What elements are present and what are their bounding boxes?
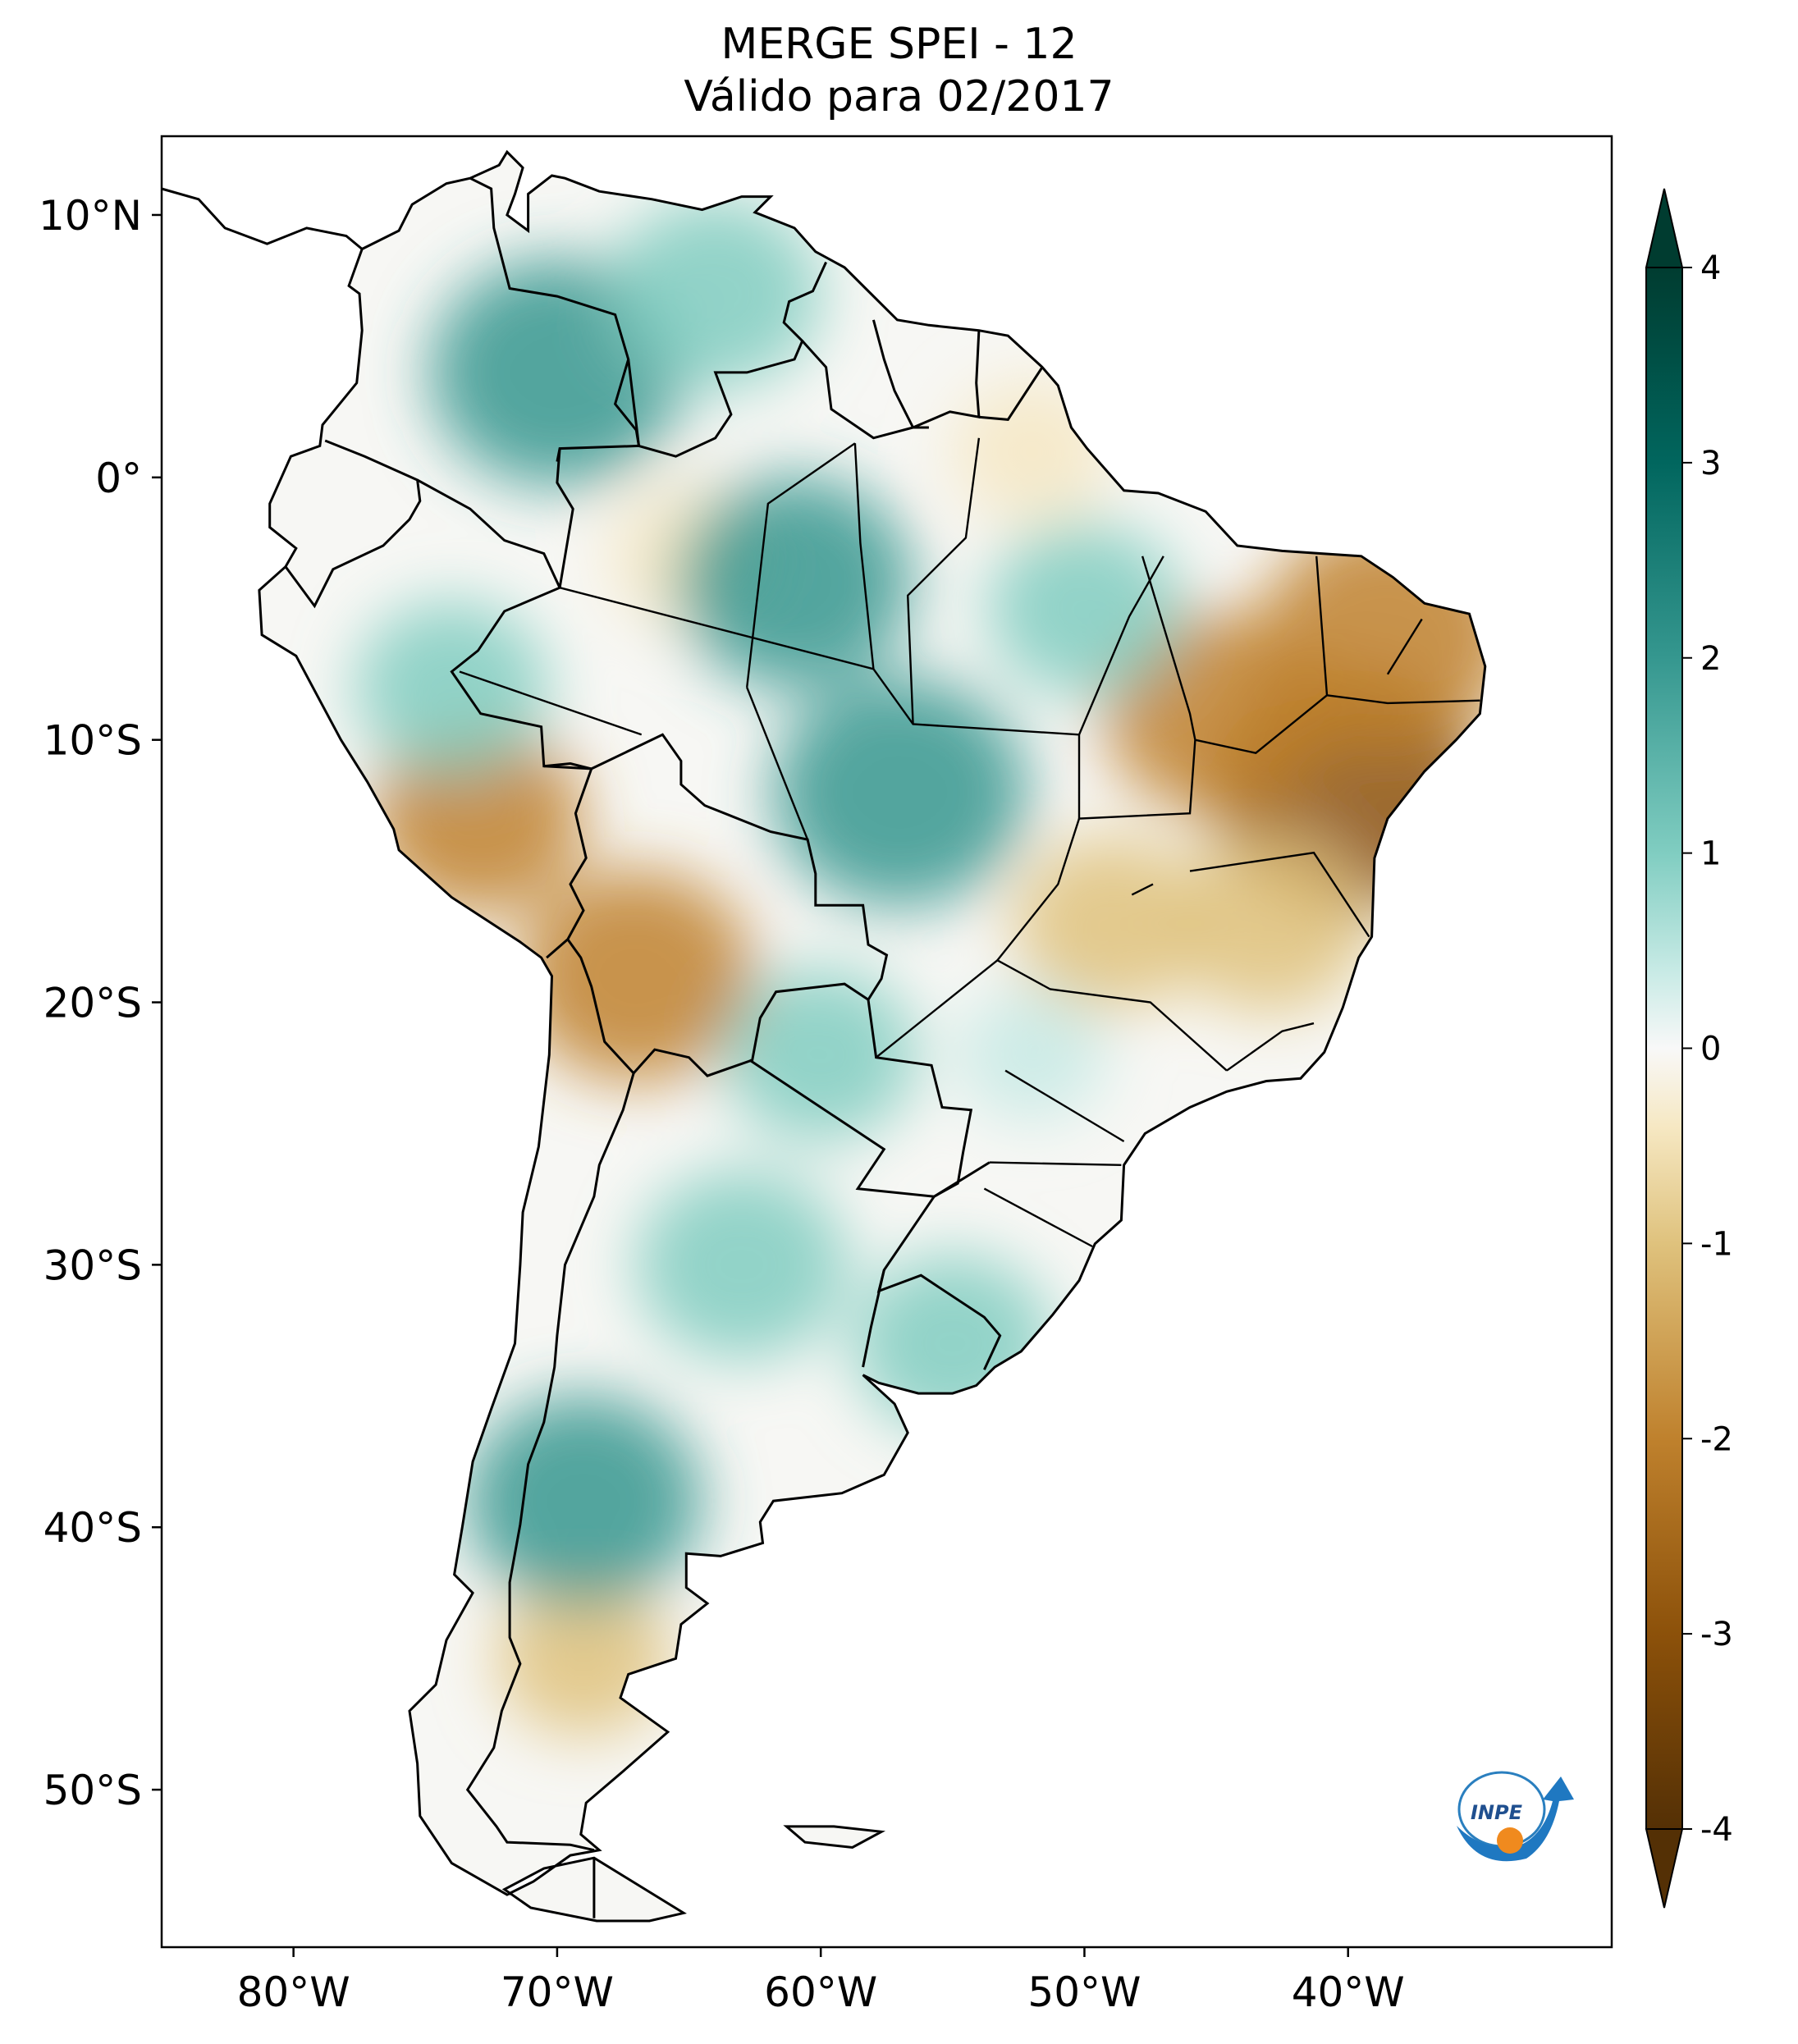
state-border <box>459 670 643 736</box>
lat-tick-label: 30°S <box>43 1241 142 1289</box>
spei-cell <box>518 870 754 1082</box>
spei-cell <box>465 1395 702 1607</box>
border-line <box>469 176 640 446</box>
state-border <box>746 442 856 688</box>
latitude-axis: 10°N 0° 10°S 20°S 30°S 40°S 50°S <box>39 192 162 1814</box>
coastline <box>161 149 1487 1923</box>
state-border <box>1004 1069 1125 1143</box>
spei-cell <box>853 1254 1052 1434</box>
state-border <box>995 818 1228 1072</box>
state-border <box>989 1161 1122 1166</box>
svg-text:INPE: INPE <box>1471 1801 1523 1824</box>
spei-cell <box>676 476 913 688</box>
lat-tick-label: 10°N <box>39 192 142 240</box>
spei-cell <box>373 724 583 914</box>
spei-cell <box>1169 834 1369 1013</box>
border-line <box>556 444 639 462</box>
state-border <box>1131 883 1154 896</box>
border-line <box>450 448 593 959</box>
border-line <box>566 938 869 1077</box>
state-border <box>1386 618 1423 675</box>
spei-cell <box>988 522 1181 696</box>
lon-tick-label: 40°W <box>1292 1969 1405 2016</box>
state-border <box>983 1187 1093 1248</box>
state-border <box>746 687 809 840</box>
border-line <box>978 366 1044 421</box>
border-line <box>801 319 915 440</box>
state-border <box>1077 556 1164 735</box>
border-line <box>627 261 827 458</box>
map-plot-area <box>160 135 1613 1949</box>
political-borders <box>284 176 1480 1918</box>
border-line <box>543 733 889 1001</box>
lat-tick-label: 0° <box>95 455 142 502</box>
state-border <box>875 959 999 1059</box>
spei-cell <box>355 601 548 774</box>
lon-tick-label: 80°W <box>237 1969 350 2016</box>
state-border <box>1141 556 1196 740</box>
border-line <box>465 1072 635 1852</box>
spei-cell <box>957 988 1106 1122</box>
map-subtitle: Válido para 02/2017 <box>684 72 1114 121</box>
state-border <box>559 587 1080 736</box>
lon-tick-label: 60°W <box>764 1969 877 2016</box>
border-line <box>862 1269 885 1368</box>
spei-cell <box>610 199 821 389</box>
border-line <box>876 1161 1002 1370</box>
state-border <box>1226 1022 1315 1072</box>
map-title: MERGE SPEI - 12 <box>721 20 1077 69</box>
state-border <box>1195 556 1329 754</box>
spei-cell <box>1014 837 1207 1010</box>
border-line <box>748 999 973 1198</box>
spei-cell <box>772 678 1027 908</box>
map-frame <box>160 135 1613 1949</box>
spei-cell <box>636 1169 848 1360</box>
state-border <box>906 437 981 725</box>
inpe-logo: INPE <box>1457 1771 1574 1862</box>
state-border <box>1077 734 1196 820</box>
lon-tick-label: 50°W <box>1027 1969 1141 2016</box>
lat-tick-label: 50°S <box>43 1767 142 1814</box>
lon-tick-label: 70°W <box>501 1969 614 2016</box>
lat-tick-label: 40°S <box>43 1504 142 1552</box>
border-line <box>284 439 422 609</box>
spei-cell <box>1105 613 1329 815</box>
border-line <box>416 478 561 588</box>
longitude-axis: 80°W 70°W 60°W 50°W 40°W <box>237 1947 1405 2016</box>
state-border <box>853 443 875 670</box>
state-border <box>1326 694 1480 705</box>
lat-tick-label: 10°S <box>43 717 142 765</box>
state-border <box>1189 851 1370 938</box>
spei-field <box>355 199 1485 1737</box>
lat-tick-label: 20°S <box>43 980 142 1027</box>
